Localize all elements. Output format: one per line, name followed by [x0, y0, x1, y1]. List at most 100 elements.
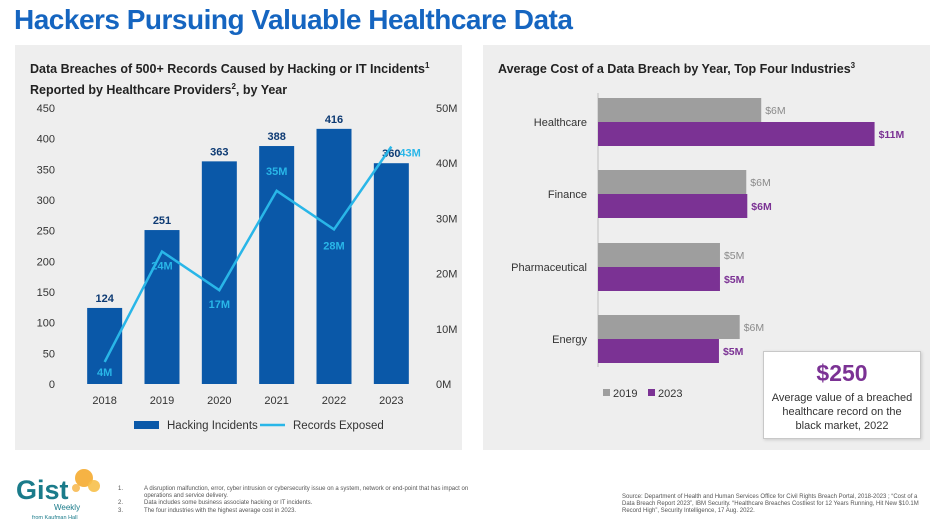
- y-tick-label: 150: [37, 287, 55, 299]
- y-tick-label: 0: [49, 379, 55, 391]
- category-label: Finance: [548, 189, 587, 201]
- bar-label: 251: [153, 215, 171, 227]
- footnote-ref-1: 1: [424, 61, 430, 70]
- logo-brand: Gist: [16, 475, 69, 505]
- bar-hacking-2023: [373, 163, 409, 384]
- x-tick-label: 2021: [264, 395, 288, 407]
- logo-sub1: Weekly: [54, 503, 80, 512]
- callout-box: $250 Average value of a breached healthc…: [763, 351, 921, 439]
- breach-cost-bar-chart: $6M $11M Healthcare $6M $6M Finance $5M $5M Phar…: [511, 93, 905, 400]
- y-tick-label: 250: [37, 226, 55, 238]
- bar-hacking-2020: [201, 161, 237, 384]
- breaches-combo-chart: 0 50 100 150 200 250 300 350 400 450 0M 10M 20M 30M 40…: [37, 103, 458, 432]
- y-tick-label: 400: [37, 134, 55, 146]
- bar-value-label: $11M: [879, 129, 905, 141]
- footnote-3: 3. The four industries with the highest a…: [118, 508, 494, 515]
- y-tick-label: 50: [43, 348, 55, 360]
- bar-value-label: $5M: [723, 346, 744, 358]
- logo-dot-small: [72, 484, 80, 492]
- bar-2023-Finance: [598, 194, 748, 218]
- records-exposed-line: [103, 145, 393, 363]
- left-title-line2a: Reported by Healthcare Providers: [30, 83, 232, 98]
- line-label: 43M: [399, 148, 420, 160]
- bar-2023-Energy: [598, 339, 719, 363]
- line-label: 4M: [97, 367, 112, 379]
- legend-swatch-hacking: [134, 421, 159, 429]
- left-title-line1: Data Breaches of 500+ Records Caused by …: [30, 62, 425, 77]
- bar-2023-Pharmaceutical: [598, 267, 720, 291]
- footnote-1-text: A disruption malfunction, error, cyber i…: [144, 486, 469, 500]
- y2-tick-label: 40M: [436, 158, 457, 170]
- left-chart-panel: Data Breaches of 500+ Records Caused by …: [15, 45, 462, 450]
- x-tick-label: 2019: [150, 395, 174, 407]
- bar-2019-Pharmaceutical: [598, 243, 720, 267]
- callout-description: Average value of a breached healthcare r…: [771, 392, 913, 432]
- bar-value-label: $5M: [724, 274, 745, 286]
- footnote-2: 2. Data includes some business associate …: [118, 500, 494, 507]
- line-label: 35M: [266, 166, 287, 178]
- category-label: Pharmaceutical: [511, 262, 587, 274]
- legend-label-2019: 2019: [613, 388, 637, 400]
- line-label: 17M: [209, 299, 230, 311]
- footnote-1-num: 1.: [118, 486, 124, 492]
- bar-2019-Energy: [598, 315, 740, 339]
- left-title-line2b: , by Year: [235, 83, 288, 98]
- x-tick-label: 2020: [207, 395, 231, 407]
- bar-2019-Finance: [598, 170, 747, 194]
- logo-sub2: from Kaufman Hall: [32, 515, 78, 521]
- bar-value-label: $6M: [750, 177, 770, 189]
- footnote-3-num: 3.: [118, 507, 124, 514]
- source-note: Source: Department of Health and Human S…: [622, 494, 919, 515]
- y-tick-label: 300: [37, 195, 55, 207]
- x-tick-label: 2018: [92, 395, 116, 407]
- y2-tick-label: 20M: [436, 269, 457, 281]
- gist-weekly-logo: Gist Weekly from Kaufman Hall: [16, 469, 100, 521]
- footnote-2-num: 2.: [118, 500, 124, 507]
- y-tick-label: 350: [37, 164, 55, 176]
- y-tick-label: 200: [37, 256, 55, 268]
- category-label: Healthcare: [534, 117, 587, 129]
- bar-label: 363: [210, 146, 228, 158]
- right-chart-title: Average Cost of a Data Breach by Year, T…: [498, 57, 855, 78]
- left-chart-title: Data Breaches of 500+ Records Caused by …: [30, 57, 429, 99]
- y-tick-label: 450: [37, 103, 55, 115]
- bar-label: 124: [95, 293, 114, 305]
- right-title-text: Average Cost of a Data Breach by Year, T…: [498, 62, 851, 77]
- bar-hacking-2018: [87, 307, 123, 384]
- page-title: Hackers Pursuing Valuable Healthcare Dat…: [14, 4, 573, 35]
- y2-tick-label: 0M: [436, 379, 451, 391]
- footnotes: 1. A disruption malfunction, error, cyber…: [118, 486, 494, 515]
- footnote-ref-2: 2: [231, 82, 236, 92]
- legend-label-hacking: Hacking Incidents: [167, 420, 258, 432]
- bar-hacking-2021: [259, 146, 295, 384]
- legend-swatch-2023: [648, 389, 655, 396]
- bar-label: 416: [325, 114, 343, 126]
- x-tick-label: 2022: [322, 395, 346, 407]
- legend-label-records: Records Exposed: [293, 420, 384, 432]
- bar-value-label: $6M: [765, 105, 785, 117]
- y2-tick-label: 30M: [436, 213, 457, 225]
- footnote-3-text: The four industries with the highest ave…: [144, 507, 297, 514]
- x-tick-label: 2023: [379, 395, 403, 407]
- bar-hacking-2019: [144, 230, 180, 384]
- bar-label: 388: [267, 131, 285, 143]
- bar-2023-Healthcare: [598, 122, 875, 146]
- bar-2019-Healthcare: [598, 98, 762, 122]
- line-label: 24M: [151, 261, 172, 273]
- y2-tick-label: 50M: [436, 103, 457, 115]
- legend-swatch-2019: [603, 389, 610, 396]
- footnote-ref-3: 3: [850, 61, 856, 70]
- bar-value-label: $5M: [724, 250, 744, 262]
- bar-value-label: $6M: [751, 201, 772, 213]
- callout-value: $250: [816, 360, 868, 386]
- legend-label-2023: 2023: [658, 388, 682, 400]
- y2-tick-label: 10M: [436, 324, 457, 336]
- bar-hacking-2022: [316, 128, 352, 384]
- y-tick-label: 100: [37, 318, 55, 330]
- bar-value-label: $6M: [744, 322, 764, 334]
- line-label: 28M: [323, 240, 344, 252]
- footnote-2-text: Data includes some business associate ha…: [144, 500, 313, 507]
- category-label: Energy: [552, 334, 587, 346]
- logo-dot-medium: [88, 480, 100, 492]
- footnote-1: 1. A disruption malfunction, error, cyber…: [118, 486, 494, 500]
